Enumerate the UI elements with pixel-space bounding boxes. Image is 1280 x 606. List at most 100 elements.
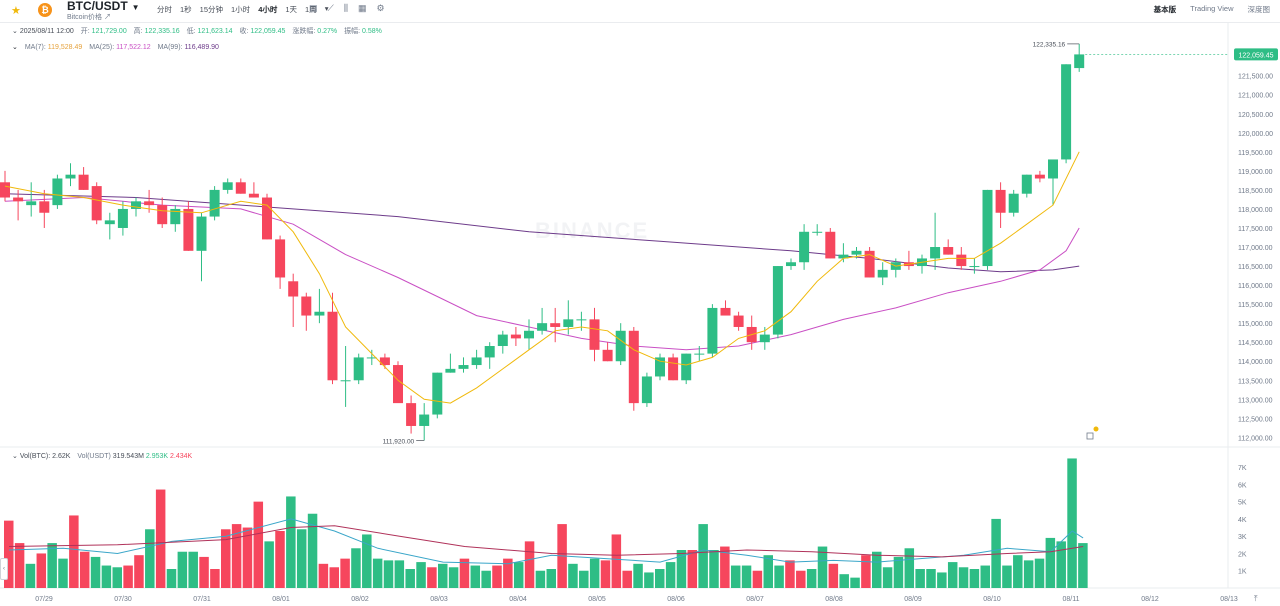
candle-body: [995, 189, 1006, 213]
volume-bar: [568, 563, 578, 588]
candle-body: [117, 208, 128, 228]
current-price-label: 122,059.45: [1238, 52, 1273, 59]
volume-bar: [958, 567, 969, 588]
volume-bar: [882, 567, 893, 588]
amplitude-label: 振幅:: [344, 28, 361, 35]
volume-bar: [665, 562, 676, 588]
change-value: 0.27%: [317, 28, 338, 35]
ma25-label: MA(25):: [89, 44, 115, 51]
candle-body: [366, 357, 377, 359]
candle-body: [497, 334, 508, 347]
candle-body: [628, 330, 639, 404]
volume-bar: [1067, 458, 1077, 588]
volume-bar: [210, 569, 220, 588]
volume-bar: [969, 569, 980, 588]
volume-bar: [720, 546, 730, 588]
tab-interval-15m[interactable]: 15分钟: [199, 5, 224, 14]
volume-bar: [991, 518, 1001, 588]
tab-interval-1s[interactable]: 1秒: [180, 5, 192, 14]
volume-bar: [1078, 543, 1088, 588]
volume-tick-label: 6K: [1238, 482, 1247, 489]
time-tick-label: 08/04: [509, 596, 527, 603]
price-tick-label: 117,000.00: [1238, 245, 1273, 252]
tab-interval-1d[interactable]: 1天: [285, 5, 298, 14]
volume-bar: [286, 496, 296, 588]
vol-usdt-value: 319.543M: [112, 453, 144, 460]
price-tick-label: 120,500.00: [1238, 112, 1273, 119]
candle-body: [641, 376, 652, 404]
pair-subtitle-link[interactable]: Bitcoin价格 ↗: [67, 14, 111, 21]
candle-body: [406, 403, 417, 426]
candle-body: [26, 201, 37, 206]
candle-body: [576, 319, 587, 321]
tab-basic-view[interactable]: 基本版: [1153, 5, 1177, 14]
volume-bar: [676, 550, 687, 588]
volume-bar: [926, 569, 936, 588]
volume-bar: [112, 567, 122, 588]
more-intervals-chevron-icon[interactable]: ▾: [324, 4, 329, 13]
drawing-tool-icon[interactable]: ⟋: [327, 3, 334, 13]
volume-bar: [872, 551, 882, 588]
candle-body: [602, 349, 613, 362]
time-tick-label: 08/02: [351, 596, 369, 603]
tab-interval-line[interactable]: 分时: [157, 5, 172, 14]
volume-bar: [752, 570, 763, 588]
ma7-line: [4, 151, 1080, 404]
time-tick-label: 08/05: [588, 596, 606, 603]
candle-body: [615, 330, 626, 362]
tab-interval-1h[interactable]: 1小时: [231, 5, 251, 14]
candle-body: [209, 189, 220, 217]
time-tick-label: 07/29: [35, 596, 53, 603]
volume-bar: [459, 558, 470, 588]
chart-style-icon[interactable]: ▦: [357, 3, 367, 13]
favorite-star-icon[interactable]: ★: [11, 5, 21, 17]
price-tick-label: 114,000.00: [1238, 359, 1273, 366]
ma99-line: [4, 193, 1080, 273]
time-tick-label: 08/13: [1220, 596, 1238, 603]
volume-bar: [741, 565, 752, 588]
price-tick-label: 118,500.00: [1238, 188, 1273, 195]
volume-bar: [14, 543, 25, 588]
volume-bar: [796, 570, 806, 588]
price-tick-label: 119,500.00: [1238, 150, 1273, 157]
volume-bar: [36, 553, 47, 588]
volume-bar: [839, 574, 849, 588]
tab-interval-4h[interactable]: 4小时: [258, 5, 278, 14]
candle-body: [655, 357, 665, 377]
high-marker-label: 122,335.16: [1033, 41, 1066, 48]
candle-body: [786, 262, 796, 267]
volume-bar: [438, 563, 448, 588]
pair-label: BTC/USDT: [67, 0, 128, 13]
volume-bar: [296, 529, 307, 588]
tab-interval-1w[interactable]: 1周: [305, 5, 317, 14]
price-tick-label: 121,500.00: [1238, 74, 1273, 81]
volume-bar: [372, 558, 383, 588]
collapse-chevron-icon[interactable]: ⌄: [12, 28, 18, 35]
candle-body: [301, 296, 312, 316]
candle-body: [825, 231, 836, 259]
scroll-handle[interactable]: ‹: [0, 558, 8, 580]
tab-depth-chart[interactable]: 深度图: [1247, 5, 1271, 14]
candle-body: [445, 368, 456, 373]
volume-bar: [199, 556, 209, 588]
settings-gear-icon[interactable]: ⚙: [376, 3, 385, 13]
candle-body: [275, 239, 286, 278]
candle-body: [235, 182, 246, 194]
volume-bar: [687, 550, 698, 588]
volume-bar: [307, 513, 318, 588]
volume-bar: [709, 550, 719, 588]
volume-bar: [817, 546, 828, 588]
tab-tradingview[interactable]: Trading View: [1190, 4, 1234, 13]
candle-body: [288, 281, 299, 297]
collapse-chevron-icon[interactable]: ⌄: [12, 44, 18, 51]
candle-body: [432, 372, 443, 415]
pair-selector[interactable]: BTC/USDT ▼: [67, 0, 140, 13]
price-tick-label: 113,500.00: [1238, 378, 1273, 385]
indicator-icon[interactable]: ▤: [309, 3, 318, 13]
volume-bar: [155, 489, 166, 588]
candle-type-icon[interactable]: ⫼: [343, 3, 348, 13]
volume-bar: [427, 567, 437, 588]
collapse-chevron-icon[interactable]: ⌄: [12, 453, 18, 460]
time-tick-label: 08/01: [272, 596, 290, 603]
